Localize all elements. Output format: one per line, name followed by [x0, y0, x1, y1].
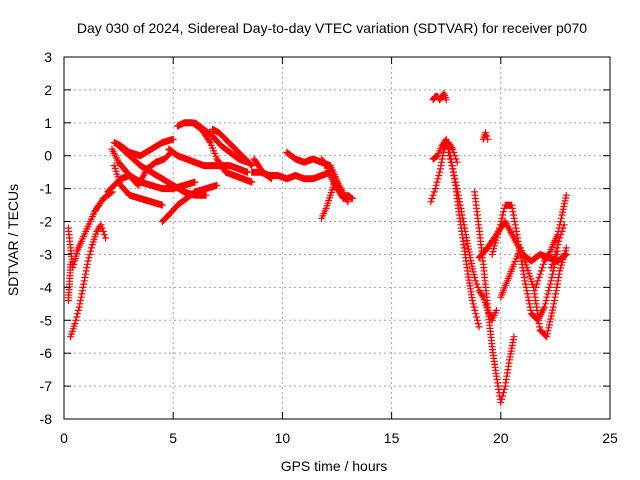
y-tick-label: -6	[40, 345, 53, 361]
series-track-3	[67, 221, 109, 341]
series-markers	[64, 188, 116, 272]
x-tick-label: 20	[493, 430, 509, 446]
series-track-2	[64, 260, 75, 304]
series-track-13	[209, 125, 256, 170]
series-markers	[488, 201, 562, 324]
series-markers	[318, 178, 339, 222]
y-tick-label: 1	[44, 115, 52, 131]
grid	[64, 57, 610, 419]
x-tick-label: 5	[169, 430, 177, 446]
series-track-9	[158, 181, 221, 225]
chart-title: Day 030 of 2024, Sidereal Day-to-day VTE…	[77, 20, 587, 36]
series-markers	[64, 260, 75, 304]
series-track-18	[318, 178, 339, 222]
series-markers	[429, 135, 483, 331]
series-track-26	[488, 201, 562, 324]
y-tick-label: -2	[40, 214, 53, 230]
y-axis-label: SDTVAR / TECUs	[5, 184, 21, 296]
y-tick-label: 2	[44, 82, 52, 98]
series-track-15	[250, 155, 275, 183]
series-track-1	[64, 188, 116, 272]
series-markers	[110, 162, 166, 209]
series-track-21	[429, 135, 483, 331]
x-tick-label: 15	[384, 430, 400, 446]
series-markers	[115, 142, 210, 199]
series-track-29	[547, 221, 568, 272]
series-markers	[250, 155, 275, 183]
series-markers	[532, 191, 570, 291]
series-track-24	[479, 129, 492, 143]
series-markers	[471, 188, 518, 406]
y-tick-label: -5	[40, 312, 53, 328]
series-markers	[479, 129, 492, 143]
x-tick-label: 25	[602, 430, 618, 446]
series-markers	[497, 244, 570, 341]
series-track-19	[429, 89, 450, 104]
series-track-23	[471, 188, 518, 406]
series-track-28	[532, 191, 570, 291]
series-markers	[191, 119, 251, 166]
series-track-27	[497, 244, 570, 341]
y-tick-label: -1	[40, 181, 53, 197]
series-track-8	[115, 142, 210, 199]
series-track-12	[191, 119, 251, 166]
plot-frame	[63, 56, 611, 420]
x-tick-label: 10	[275, 430, 291, 446]
x-tick-label: 0	[60, 430, 68, 446]
series-markers	[158, 181, 221, 225]
series-markers	[67, 221, 109, 341]
series-markers	[429, 89, 450, 104]
y-tick-label: -8	[40, 411, 53, 427]
series-markers	[209, 125, 256, 170]
y-tick-label: -4	[40, 279, 53, 295]
series-markers	[547, 221, 568, 272]
series-track-7	[110, 162, 166, 209]
y-tick-label: -7	[40, 378, 53, 394]
y-tick-label: -3	[40, 246, 53, 262]
y-tick-label: 0	[44, 148, 52, 164]
axis-ticks: 0 5 10 15 20 25 -8 -7 -6 -5 -4 -3 -2 -1 0 1 2 3	[40, 49, 618, 446]
data-points	[64, 89, 570, 406]
y-tick-label: 3	[44, 49, 52, 65]
x-axis-label: GPS time / hours	[281, 458, 388, 474]
